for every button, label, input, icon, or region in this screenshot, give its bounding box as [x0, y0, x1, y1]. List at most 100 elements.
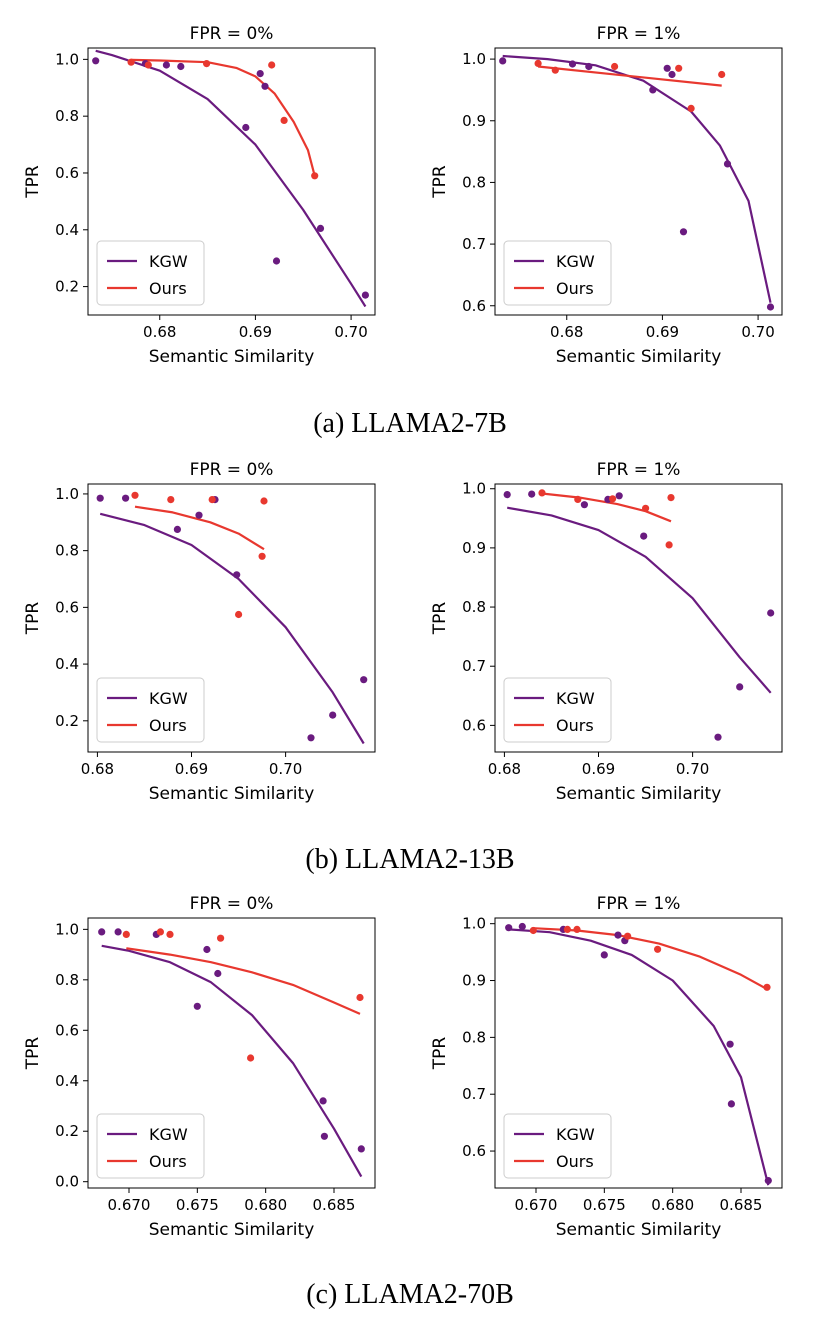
- data-point-kgw: [663, 64, 671, 72]
- data-point-ours: [268, 61, 276, 69]
- x-tick-label: 0.70: [269, 760, 302, 778]
- legend-label-ours: Ours: [149, 1152, 187, 1171]
- data-point-kgw: [195, 511, 203, 519]
- legend-label-kgw: KGW: [149, 252, 188, 271]
- data-point-kgw: [92, 57, 100, 65]
- y-axis-label: TPR: [430, 602, 450, 636]
- figure-caption-3: (c) LLAMA2-70B: [306, 1279, 514, 1310]
- data-point-ours: [208, 496, 216, 504]
- x-tick-label: 0.69: [646, 323, 679, 341]
- chart-panel-3: FPR = 0% 0.68 0.69 0.70 0.2 0.4 0.6 0.8 1.0 Seman…: [23, 460, 376, 804]
- data-point-kgw: [518, 922, 526, 931]
- x-axis-label: Semantic Similarity: [556, 784, 722, 804]
- chart-title: FPR = 1%: [597, 894, 681, 914]
- y-tick-label: 0.8: [55, 971, 79, 989]
- chart-panel-6: FPR = 1% 0.670 0.675 0.680 0.685 0.6 0.7 0.8 0.9…: [430, 894, 783, 1240]
- y-axis-label: TPR: [430, 165, 450, 199]
- data-point-ours: [667, 494, 675, 502]
- data-point-kgw: [767, 609, 775, 617]
- legend-label-kgw: KGW: [149, 689, 188, 708]
- x-tick-label: 0.680: [651, 1196, 694, 1214]
- data-point-kgw: [736, 683, 744, 691]
- data-point-kgw: [528, 490, 536, 498]
- plot-frame: [87, 47, 376, 316]
- data-point-ours: [260, 497, 268, 505]
- data-point-ours: [763, 983, 771, 991]
- data-point-kgw: [361, 291, 369, 299]
- data-point-kgw: [307, 734, 315, 742]
- fit-line-ours: [537, 65, 722, 87]
- y-tick-label: 0.8: [55, 542, 79, 560]
- data-point-kgw: [177, 62, 185, 71]
- y-tick-label: 1.0: [462, 915, 486, 933]
- y-tick-label: 0.7: [462, 235, 486, 253]
- y-tick-label: 1.0: [462, 50, 486, 68]
- data-point-ours: [563, 925, 572, 934]
- data-point-kgw: [357, 1145, 365, 1153]
- y-tick-label: 0.8: [55, 107, 79, 125]
- y-tick-label: 0.7: [462, 1085, 486, 1103]
- y-tick-label: 0.9: [462, 972, 486, 990]
- data-point-ours: [127, 58, 135, 66]
- data-point-ours: [609, 495, 617, 503]
- data-point-kgw: [600, 951, 608, 959]
- data-point-kgw: [615, 492, 623, 500]
- data-point-ours: [280, 116, 288, 124]
- y-tick-label: 1.0: [462, 480, 486, 498]
- x-tick-label: 0.685: [313, 1196, 356, 1214]
- legend-label-kgw: KGW: [556, 1125, 595, 1144]
- x-tick-label: 0.670: [108, 1196, 151, 1214]
- legend-label-kgw: KGW: [556, 252, 595, 271]
- chart-title: FPR = 1%: [597, 460, 681, 480]
- data-point-kgw: [98, 928, 106, 936]
- legend: KGW Ours: [503, 677, 612, 743]
- x-tick-label: 0.70: [334, 323, 367, 341]
- data-point-kgw: [714, 733, 722, 741]
- x-tick-label: 0.675: [176, 1196, 219, 1214]
- legend-label-ours: Ours: [556, 716, 594, 735]
- x-tick-label: 0.68: [550, 323, 583, 341]
- data-point-ours: [675, 64, 683, 72]
- data-point-kgw: [214, 969, 222, 978]
- legend-label-kgw: KGW: [556, 689, 595, 708]
- plot-frame: [87, 917, 376, 1189]
- chart-panel-2: FPR = 1% 0.68 0.69 0.70 0.6 0.7 0.8 0.9 1.0 Seman…: [430, 24, 783, 367]
- data-point-ours: [534, 59, 542, 67]
- data-point-kgw: [505, 924, 513, 932]
- fit-line-kgw: [507, 506, 772, 694]
- y-tick-label: 0.2: [55, 712, 79, 730]
- y-tick-label: 0.6: [462, 716, 486, 734]
- y-tick-label: 0.7: [462, 657, 486, 675]
- data-point-ours: [156, 928, 164, 936]
- data-point-ours: [122, 930, 130, 939]
- data-point-kgw: [96, 494, 104, 502]
- data-point-ours: [131, 491, 139, 499]
- legend: KGW Ours: [96, 240, 205, 306]
- fit-line-kgw: [502, 54, 772, 303]
- x-tick-label: 0.69: [175, 760, 208, 778]
- data-point-ours: [654, 945, 662, 953]
- legend: KGW Ours: [503, 240, 612, 306]
- y-tick-label: 0.8: [462, 173, 486, 191]
- data-point-ours: [573, 925, 581, 934]
- x-axis-label: Semantic Similarity: [149, 784, 315, 804]
- data-point-kgw: [193, 1002, 201, 1010]
- legend-label-ours: Ours: [149, 716, 187, 735]
- y-tick-label: 0.4: [55, 221, 79, 239]
- x-tick-label: 0.670: [515, 1196, 558, 1214]
- data-point-kgw: [261, 82, 269, 90]
- data-point-ours: [718, 70, 726, 79]
- plot-frame: [494, 483, 783, 753]
- data-point-ours: [687, 104, 695, 112]
- data-point-kgw: [640, 532, 648, 540]
- fit-line-kgw: [508, 928, 770, 1186]
- x-tick-label: 0.69: [239, 323, 272, 341]
- chart-panel-4: FPR = 1% 0.68 0.69 0.70 0.6 0.7 0.8 0.9 1.0 Seman…: [430, 460, 783, 804]
- y-tick-label: 0.9: [462, 112, 486, 130]
- x-axis-label: Semantic Similarity: [556, 347, 722, 367]
- x-tick-label: 0.68: [81, 760, 114, 778]
- data-point-ours: [642, 504, 650, 512]
- data-point-ours: [203, 60, 211, 68]
- data-point-kgw: [329, 711, 337, 719]
- data-point-kgw: [723, 160, 732, 168]
